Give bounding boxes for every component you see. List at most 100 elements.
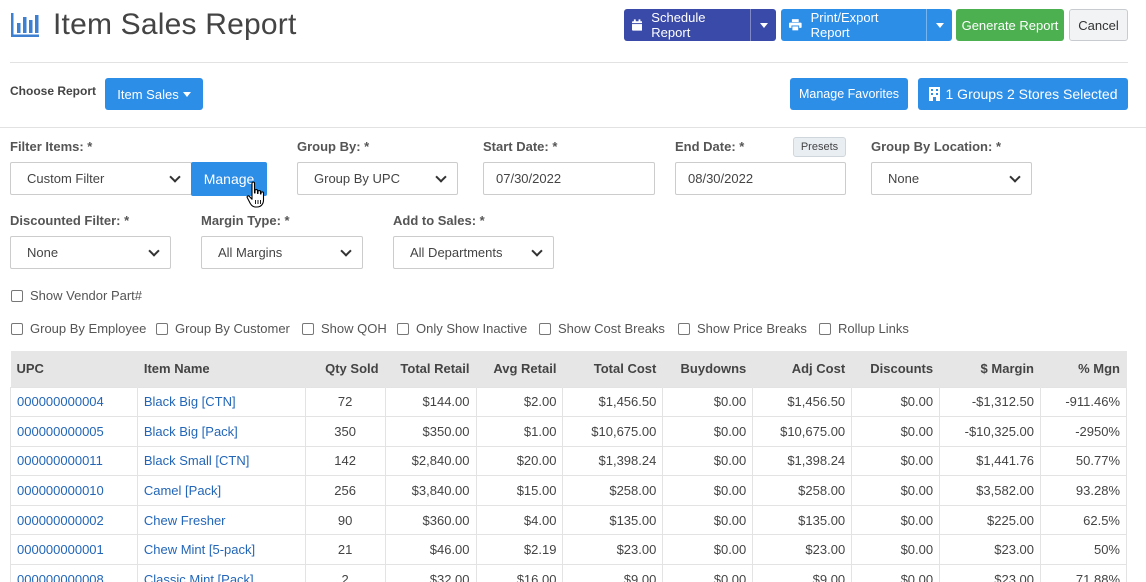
schedule-report-button[interactable]: Schedule Report: [624, 9, 776, 41]
group-by-employee-checkbox[interactable]: Group By Employee: [11, 321, 146, 336]
checkbox-box[interactable]: [539, 322, 551, 335]
cell-avg-retail: $1.00: [475, 416, 564, 447]
column-header-margin-percent[interactable]: % Mgn: [1040, 351, 1127, 387]
cell-upc[interactable]: 000000000004: [10, 386, 138, 418]
show-vendor-part-checkbox[interactable]: Show Vendor Part#: [11, 288, 142, 303]
add-to-sales-select[interactable]: All Departments: [393, 236, 554, 269]
checkbox-box[interactable]: [11, 289, 23, 302]
print-dropdown-toggle[interactable]: [926, 9, 952, 41]
cell-item-name[interactable]: Black Small [CTN]: [136, 445, 306, 477]
stores-selection-button[interactable]: 1 Groups 2 Stores Selected: [918, 78, 1128, 110]
checkbox-label: Only Show Inactive: [416, 321, 528, 336]
cell-total-cost: $135.00: [562, 504, 664, 536]
table-header-row: UPC Item Name Qty Sold Total Retail Avg …: [10, 351, 1127, 387]
cell-item-name[interactable]: Classic Mint [Pack]: [136, 564, 306, 582]
cell-item-name[interactable]: Chew Fresher: [136, 504, 306, 536]
show-cost-breaks-checkbox[interactable]: Show Cost Breaks: [539, 321, 665, 336]
cell-avg-retail: $2.00: [475, 386, 564, 418]
checkbox-label: Group By Employee: [30, 321, 147, 336]
cell-total-cost: $23.00: [562, 534, 664, 566]
group-by-location-value: None: [888, 171, 920, 186]
cell-item-name[interactable]: Camel [Pack]: [136, 475, 306, 506]
cell-avg-retail: $16.00: [475, 564, 564, 582]
generate-report-button[interactable]: Generate Report: [956, 9, 1064, 41]
checkbox-box[interactable]: [819, 322, 831, 335]
schedule-dropdown-toggle[interactable]: [750, 9, 776, 41]
manage-favorites-button[interactable]: Manage Favorites: [790, 78, 908, 110]
chevron-down-icon: [531, 244, 543, 257]
filter-items-value: Custom Filter: [27, 171, 105, 186]
cell-margin-percent: -2950%: [1040, 416, 1127, 447]
end-date-input[interactable]: 08/30/2022: [675, 162, 846, 195]
cell-item-name[interactable]: Black Big [Pack]: [136, 416, 306, 447]
start-date-label: Start Date: *: [483, 139, 558, 154]
rollup-links-checkbox[interactable]: Rollup Links: [819, 321, 909, 336]
cell-discounts: $0.00: [851, 386, 941, 418]
cell-total-cost: $9.00: [562, 564, 664, 582]
presets-button[interactable]: Presets: [793, 137, 846, 157]
checkbox-box[interactable]: [678, 322, 690, 335]
checkbox-box[interactable]: [156, 322, 168, 335]
cell-item-name[interactable]: Chew Mint [5-pack]: [136, 534, 306, 566]
discounted-filter-select[interactable]: None: [10, 236, 171, 269]
start-date-input[interactable]: 07/30/2022: [483, 162, 655, 195]
cell-qty-sold: 72: [304, 386, 386, 418]
cell-adj-cost: $258.00: [752, 475, 853, 506]
column-header-qty-sold[interactable]: Qty Sold: [305, 351, 386, 387]
column-header-total-retail[interactable]: Total Retail: [385, 351, 477, 387]
chevron-down-icon: [340, 244, 352, 257]
cell-margin-percent: 62.5%: [1040, 504, 1127, 536]
cell-upc[interactable]: 000000000001: [10, 534, 138, 566]
print-icon: [789, 19, 802, 31]
checkbox-label: Show Vendor Part#: [30, 288, 143, 303]
end-date-label: End Date: *: [675, 139, 745, 154]
group-by-customer-checkbox[interactable]: Group By Customer: [156, 321, 290, 336]
filter-items-select[interactable]: Custom Filter: [10, 162, 192, 195]
checkbox-box[interactable]: [11, 322, 23, 335]
group-by-label: Group By: *: [297, 139, 370, 154]
cell-margin-percent: 50.77%: [1040, 445, 1127, 477]
cancel-button[interactable]: Cancel: [1069, 9, 1128, 41]
column-header-buydowns[interactable]: Buydowns: [662, 351, 754, 387]
checkbox-box[interactable]: [397, 322, 409, 335]
only-show-inactive-checkbox[interactable]: Only Show Inactive: [397, 321, 527, 336]
column-header-adj-cost[interactable]: Adj Cost: [752, 351, 853, 387]
cell-margin: $23.00: [939, 534, 1042, 566]
cell-adj-cost: $135.00: [752, 504, 853, 536]
group-by-location-select[interactable]: None: [871, 162, 1032, 195]
report-type-dropdown[interactable]: Item Sales: [105, 78, 203, 110]
caret-down-icon: [759, 22, 768, 28]
divider: [0, 127, 1146, 128]
cell-margin: -$1,312.50: [939, 386, 1042, 418]
column-header-discounts[interactable]: Discounts: [851, 351, 941, 387]
group-by-select[interactable]: Group By UPC: [297, 162, 458, 195]
column-header-margin[interactable]: $ Margin: [939, 351, 1042, 387]
column-header-upc[interactable]: UPC: [10, 351, 138, 387]
print-export-button[interactable]: Print/Export Report: [781, 9, 952, 41]
chevron-down-icon: [169, 170, 181, 183]
column-header-avg-retail[interactable]: Avg Retail: [476, 351, 564, 387]
checkbox-label: Group By Customer: [175, 321, 290, 336]
checkbox-box[interactable]: [302, 322, 314, 335]
margin-type-value: All Margins: [218, 245, 283, 260]
show-price-breaks-checkbox[interactable]: Show Price Breaks: [678, 321, 807, 336]
table-row: 000000000008 Classic Mint [Pack] 2 $32.00 $1…: [10, 564, 1127, 582]
cell-discounts: $0.00: [851, 534, 941, 566]
cell-upc[interactable]: 000000000002: [10, 504, 138, 536]
manage-filter-button[interactable]: Manage: [191, 162, 267, 196]
margin-type-select[interactable]: All Margins: [201, 236, 363, 269]
cell-upc[interactable]: 000000000011: [10, 445, 138, 477]
show-qoh-checkbox[interactable]: Show QOH: [302, 321, 387, 336]
building-icon: [928, 87, 940, 101]
column-header-total-cost[interactable]: Total Cost: [562, 351, 664, 387]
cell-upc[interactable]: 000000000005: [10, 416, 138, 447]
column-header-item-name[interactable]: Item Name: [137, 351, 306, 387]
cell-upc[interactable]: 000000000008: [10, 564, 138, 582]
cell-total-retail: $3,840.00: [384, 475, 477, 506]
cell-upc[interactable]: 000000000010: [10, 475, 138, 506]
cell-item-name[interactable]: Black Big [CTN]: [136, 386, 306, 418]
report-type-label: Item Sales: [117, 86, 179, 102]
page-header: Item Sales Report: [10, 8, 297, 42]
cell-discounts: $0.00: [851, 475, 941, 506]
caret-down-icon: [935, 22, 944, 28]
